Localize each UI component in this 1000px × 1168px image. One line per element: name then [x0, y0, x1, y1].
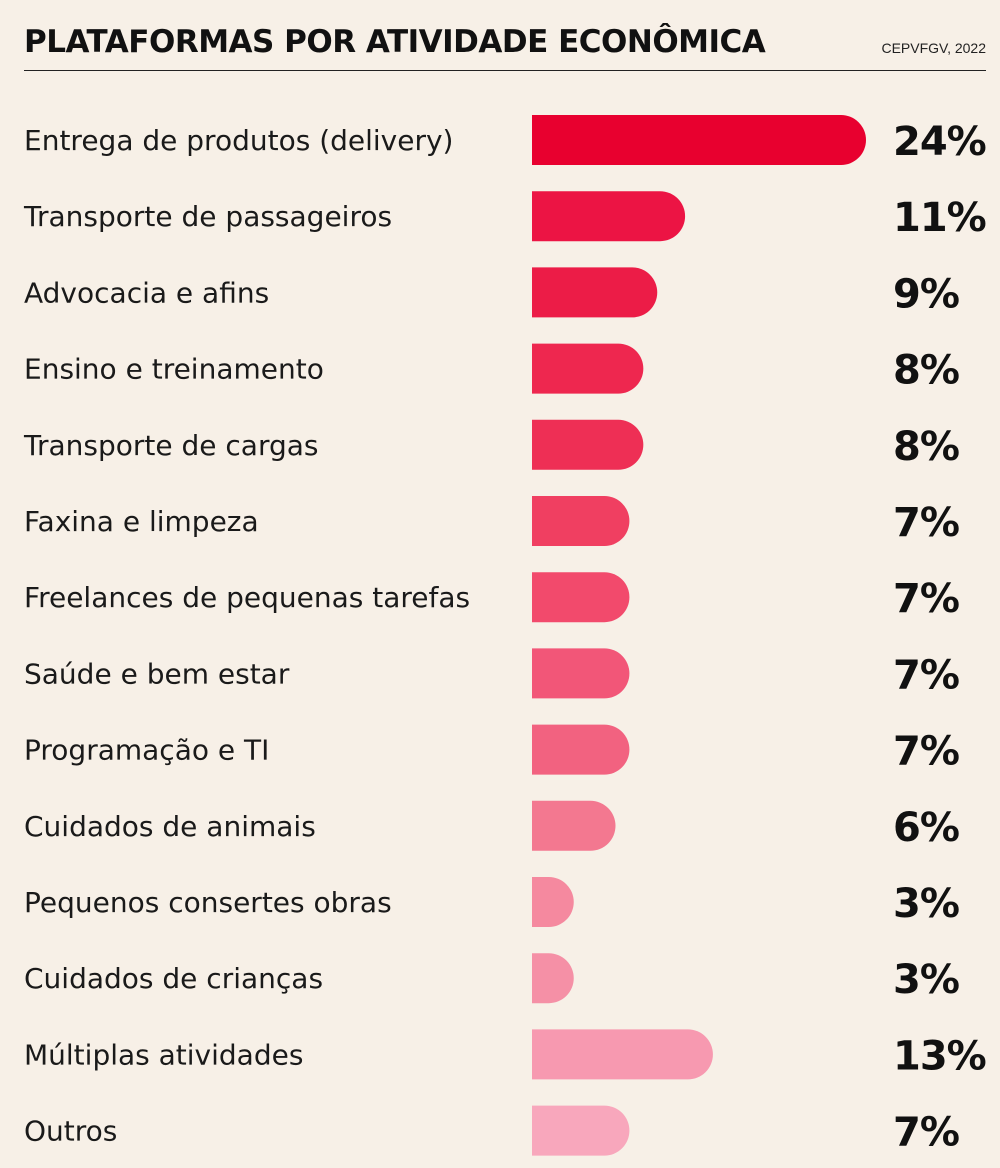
category-label: Cuidados de crianças — [24, 962, 323, 995]
value-label: 9% — [893, 271, 959, 317]
bar — [532, 572, 630, 623]
value-label: 7% — [893, 729, 959, 775]
value-label: 11% — [893, 195, 986, 241]
bar — [532, 724, 630, 775]
category-label: Faxina e limpeza — [24, 505, 259, 538]
bar-row: Ensino e treinamento 8% — [24, 343, 960, 394]
value-label: 3% — [893, 957, 959, 1003]
value-label: 8% — [893, 424, 959, 470]
chart-title: PLATAFORMAS POR ATIVIDADE ECONÔMICA — [24, 24, 766, 60]
value-label: 7% — [893, 500, 959, 546]
bar — [532, 496, 630, 546]
category-label: Freelances de pequenas tarefas — [24, 581, 470, 614]
chart-header: PLATAFORMAS POR ATIVIDADE ECONÔMICA CEPV… — [24, 0, 986, 71]
category-label: Outros — [24, 1115, 117, 1148]
value-label: 7% — [893, 1110, 959, 1156]
bar — [532, 648, 630, 699]
value-label: 24% — [893, 119, 986, 165]
bar — [532, 115, 866, 165]
bar-row: Múltiplas atividades 13% — [24, 1029, 987, 1080]
category-label: Ensino e treinamento — [24, 353, 324, 386]
bar-row: Transporte de passageiros 11% — [23, 191, 987, 242]
category-label: Advocacia e afins — [24, 276, 269, 309]
bar — [532, 343, 644, 394]
category-label: Transporte de cargas — [23, 429, 319, 462]
bar — [532, 1029, 713, 1080]
bar — [532, 877, 574, 927]
category-label: Transporte de passageiros — [23, 200, 392, 233]
bar — [532, 1105, 630, 1156]
bar-row: Advocacia e afins 9% — [24, 267, 960, 318]
bar-row: Programação e TI 7% — [24, 724, 960, 775]
category-label: Múltiplas atividades — [24, 1038, 303, 1071]
bar-row: Freelances de pequenas tarefas 7% — [24, 572, 960, 623]
bar — [532, 191, 686, 242]
value-label: 7% — [893, 576, 959, 622]
value-label: 6% — [893, 805, 959, 851]
bar-row: Faxina e limpeza 7% — [24, 496, 960, 546]
bar — [532, 267, 658, 318]
bar-row: Outros 7% — [24, 1105, 960, 1156]
value-label: 13% — [893, 1033, 986, 1079]
category-label: Saúde e bem estar — [24, 657, 290, 690]
bar — [532, 419, 644, 470]
category-label: Pequenos consertes obras — [24, 886, 392, 919]
bar — [532, 953, 574, 1004]
value-label: 3% — [893, 881, 959, 927]
bar-row: Saúde e bem estar 7% — [24, 648, 960, 699]
chart-source: CEPVFGV, 2022 — [881, 40, 986, 56]
category-label: Entrega de produtos (delivery) — [24, 124, 453, 157]
bar-row: Pequenos consertes obras 3% — [24, 877, 960, 927]
bar — [532, 800, 616, 851]
category-label: Cuidados de animais — [24, 810, 316, 843]
bar-row: Transporte de cargas 8% — [23, 419, 960, 470]
value-label: 7% — [893, 652, 959, 698]
category-label: Programação e TI — [24, 734, 269, 767]
bar-row: Cuidados de animais 6% — [24, 800, 960, 851]
bar-row: Entrega de produtos (delivery) 24% — [24, 115, 987, 165]
bar-row: Cuidados de crianças 3% — [24, 953, 960, 1004]
value-label: 8% — [893, 348, 959, 394]
